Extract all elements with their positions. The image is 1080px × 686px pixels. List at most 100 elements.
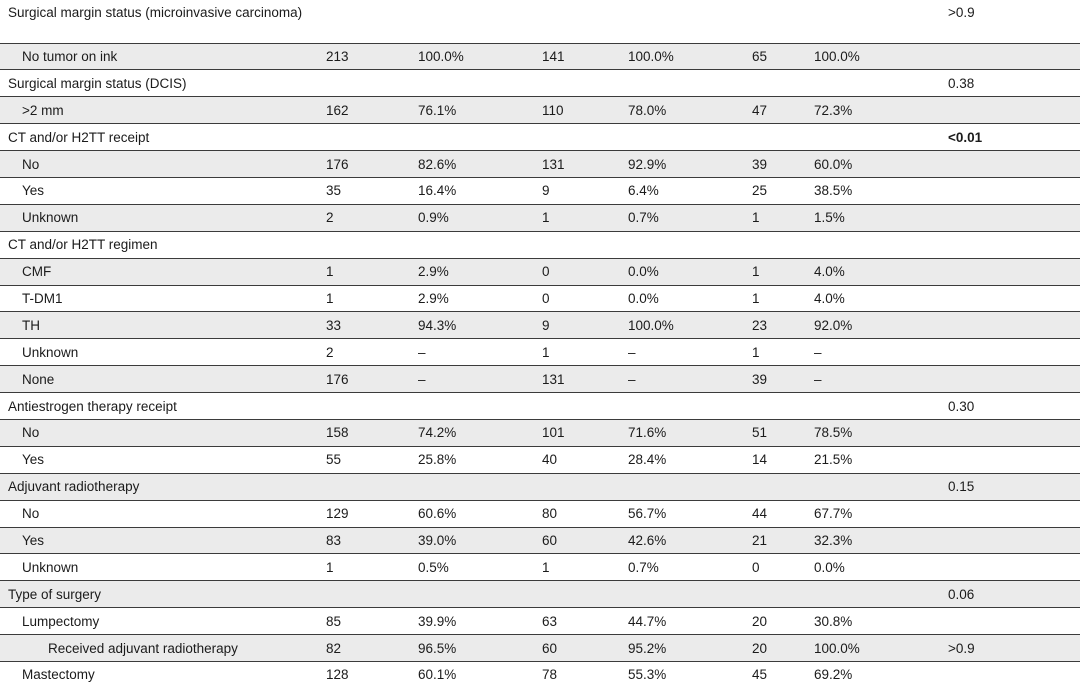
pct3-cell <box>806 123 940 151</box>
n1-cell: 128 <box>318 660 410 686</box>
pct3-cell: 78.5% <box>806 418 940 447</box>
pct2-cell: 55.3% <box>620 660 744 686</box>
label-cell: T-DM1 <box>0 284 318 312</box>
table-row: Yes 55 25.8% 40 28.4% 14 21.5% <box>0 445 1080 474</box>
pct3-cell: 38.5% <box>806 176 940 205</box>
pct1-cell <box>410 230 534 259</box>
pct3-cell: 21.5% <box>806 445 940 474</box>
p-value-cell: >0.9 <box>948 5 975 20</box>
label-cell: CT and/or H2TT receipt <box>0 123 318 151</box>
n1-cell: 129 <box>318 499 410 528</box>
pct1-cell: 0.5% <box>410 553 534 581</box>
n2-cell: 63 <box>534 607 620 635</box>
pct3-cell <box>806 580 940 608</box>
pct1-cell: 82.6% <box>410 150 534 178</box>
p-value-cell <box>940 445 1080 474</box>
n1-cell: 176 <box>318 365 410 393</box>
n1-cell: 176 <box>318 150 410 178</box>
n1-cell <box>318 472 410 501</box>
table-row: Received adjuvant radiotherapy 82 96.5% 60 9… <box>0 634 1080 662</box>
pct2-cell <box>620 123 744 151</box>
p-value-cell <box>940 150 1080 178</box>
table-row: Mastectomy 128 60.1% 78 55.3% 45 69.2% <box>0 660 1080 686</box>
n2-cell: 131 <box>534 365 620 393</box>
n3-cell <box>744 69 806 97</box>
table-row: CT and/or H2TT regimen <box>0 230 1080 259</box>
p-value-cell <box>940 526 1080 554</box>
pct2-cell: 6.4% <box>620 176 744 205</box>
label-cell: Yes <box>0 526 318 554</box>
pct1-cell <box>410 0 534 43</box>
n3-cell: 20 <box>744 634 806 662</box>
table-row: Unknown 2–1–1– <box>0 338 1080 366</box>
pct3-cell: – <box>806 338 940 366</box>
n3-cell: 25 <box>744 176 806 205</box>
pct2-cell: 78.0% <box>620 96 744 124</box>
n2-cell <box>534 69 620 97</box>
pct3-cell <box>806 392 940 420</box>
pct2-cell <box>620 69 744 97</box>
n1-cell: 213 <box>318 42 410 70</box>
n1-cell: 83 <box>318 526 410 554</box>
n2-cell <box>534 0 620 43</box>
n2-cell: 0 <box>534 284 620 312</box>
n2-cell <box>534 230 620 259</box>
table-row: Unknown 1 0.5% 1 0.7% 0 0.0% <box>0 553 1080 581</box>
pct2-cell <box>620 580 744 608</box>
pct1-cell <box>410 580 534 608</box>
p-value-cell: 0.06 <box>940 580 1080 608</box>
pct2-cell: 100.0% <box>620 311 744 339</box>
pct1-cell: 94.3% <box>410 311 534 339</box>
n3-cell <box>744 0 806 43</box>
n3-cell <box>744 123 806 151</box>
pct1-cell <box>410 472 534 501</box>
pct3-cell: 100.0% <box>806 634 940 662</box>
n2-cell <box>534 580 620 608</box>
label-cell: >2 mm <box>0 96 318 124</box>
n2-cell: 0 <box>534 257 620 286</box>
pct3-cell: 72.3% <box>806 96 940 124</box>
table-row: Surgical margin status (microinvasive ca… <box>0 0 1080 43</box>
p-value-cell <box>940 365 1080 393</box>
n2-cell: 101 <box>534 418 620 447</box>
table-row: >2 mm 162 76.1% 110 78.0% 47 72.3% <box>0 96 1080 124</box>
pct3-cell: 60.0% <box>806 150 940 178</box>
pct3-cell <box>806 0 940 43</box>
table-row: None 176–131–39– <box>0 365 1080 393</box>
p-value-cell <box>940 203 1080 232</box>
n3-cell: 45 <box>744 660 806 686</box>
n3-cell: 0 <box>744 553 806 581</box>
label-cell: Surgical margin status (microinvasive ca… <box>8 5 303 20</box>
table-row: Antiestrogen therapy receipt 0.30 <box>0 392 1080 420</box>
p-value-cell <box>940 257 1080 286</box>
n1-cell <box>318 580 410 608</box>
table-row: No tumor on ink 213 100.0% 141 100.0% 65 100.0… <box>0 42 1080 70</box>
pct1-cell: 2.9% <box>410 284 534 312</box>
pct3-cell: 0.0% <box>806 553 940 581</box>
pct1-cell: 25.8% <box>410 445 534 474</box>
n2-cell: 9 <box>534 311 620 339</box>
label-cell: Type of surgery <box>0 580 318 608</box>
n2-cell: 1 <box>534 203 620 232</box>
n1-cell: 158 <box>318 418 410 447</box>
pct1-cell <box>410 123 534 151</box>
label-cell: Yes <box>0 445 318 474</box>
pct2-cell: 0.7% <box>620 553 744 581</box>
n1-cell: 2 <box>318 338 410 366</box>
pct2-cell: 71.6% <box>620 418 744 447</box>
label-cell: Unknown <box>0 203 318 232</box>
pct3-cell: 100.0% <box>806 42 940 70</box>
n2-cell <box>534 392 620 420</box>
table-row: Type of surgery 0.06 <box>0 580 1080 608</box>
p-value-cell <box>940 96 1080 124</box>
p-value-cell <box>940 338 1080 366</box>
n1-cell: 82 <box>318 634 410 662</box>
p-value-cell <box>940 499 1080 528</box>
pct1-cell: 60.1% <box>410 660 534 686</box>
label-cell: Antiestrogen therapy receipt <box>0 392 318 420</box>
n3-cell: 39 <box>744 150 806 178</box>
label-cell: Unknown <box>0 553 318 581</box>
pct1-cell: 0.9% <box>410 203 534 232</box>
